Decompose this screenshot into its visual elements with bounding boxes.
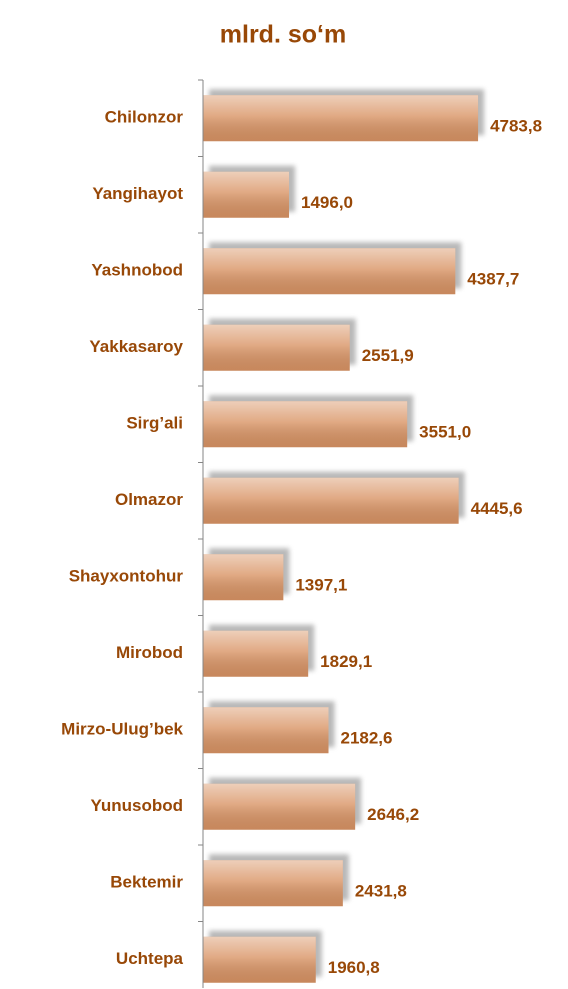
bar-highlight [203,171,290,218]
value-label: 4783,8 [490,117,542,136]
chart-title: mlrd. so‘m [220,21,346,49]
category-label: Bektemir [110,873,183,892]
bar-highlight [203,707,329,754]
category-label: Chilonzor [105,108,184,127]
category-label: Yangihayot [92,184,183,203]
category-label: Yashnobod [91,261,183,280]
value-label: 1397,1 [295,576,347,595]
category-label: Shayxontohur [69,567,184,586]
value-label: 1496,0 [301,193,353,212]
value-label: 4387,7 [467,270,519,289]
bar-highlight [203,477,459,524]
value-label: 3551,0 [419,423,471,442]
category-label: Olmazor [115,490,183,509]
bar-highlight [203,554,284,601]
category-label: Uchtepa [116,949,184,968]
value-label: 4445,6 [471,499,523,518]
value-label: 1829,1 [320,652,372,671]
bar-highlight [203,324,350,371]
category-label: Sirg’ali [126,414,183,433]
bar-highlight [203,936,316,983]
category-label: Mirzo-Ulug’bek [61,720,183,739]
value-label: 2431,8 [355,882,407,901]
bar-highlight [203,630,309,677]
bar-highlight [203,401,408,448]
value-label: 1960,8 [328,958,380,977]
category-label: Yakkasaroy [89,337,183,356]
category-label: Mirobod [116,643,183,662]
value-label: 2646,2 [367,805,419,824]
bar-highlight [203,248,456,295]
bar-highlight [203,860,343,907]
bar-highlight [203,95,479,142]
category-label: Yunusobod [90,796,183,815]
value-label: 2182,6 [340,729,392,748]
value-label: 2551,9 [362,346,414,365]
bar-highlight [203,783,356,830]
